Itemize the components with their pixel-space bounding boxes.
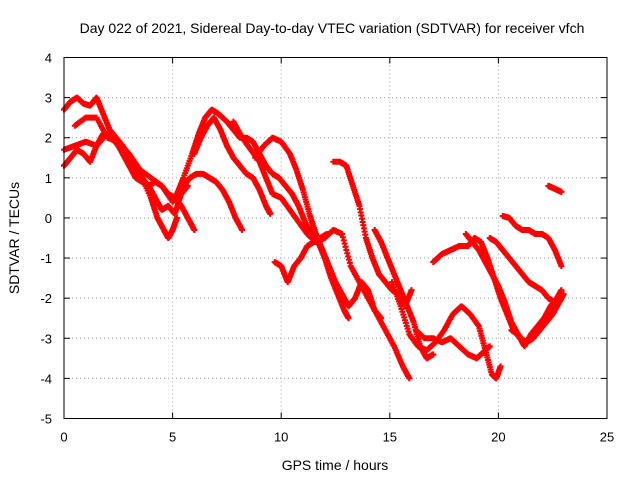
series-arc-18 bbox=[499, 212, 565, 270]
data-marks bbox=[61, 94, 567, 382]
series-arc-7 bbox=[191, 114, 274, 217]
y-axis-label: SDTVAR / TECUs bbox=[6, 182, 22, 294]
y-tick-label: -5 bbox=[40, 412, 52, 427]
series-arc-9 bbox=[252, 134, 385, 322]
series-arc-19 bbox=[508, 287, 565, 350]
data-point-markers bbox=[508, 287, 565, 350]
series-arc-4 bbox=[71, 114, 183, 205]
data-point-markers bbox=[191, 114, 274, 217]
x-tick-label: 20 bbox=[491, 430, 505, 445]
data-point-markers bbox=[499, 212, 565, 270]
x-tick-label: 15 bbox=[383, 430, 397, 445]
y-tick-label: -1 bbox=[40, 251, 52, 266]
data-point-markers bbox=[271, 230, 330, 286]
data-point-markers bbox=[545, 182, 565, 195]
series-arc-13 bbox=[388, 279, 504, 382]
y-tick-label: 1 bbox=[45, 171, 52, 186]
x-tick-label: 0 bbox=[60, 430, 67, 445]
y-tick-label: -4 bbox=[40, 371, 52, 386]
x-tick-label: 25 bbox=[600, 430, 614, 445]
axis-ticks: 0 5 10 15 20 25 -5 -4 -3 -2 -1 0 1 2 3 4 bbox=[40, 51, 614, 445]
x-axis-label: GPS time / hours bbox=[282, 457, 389, 473]
grid bbox=[64, 57, 607, 419]
chart-title: Day 022 of 2021, Sidereal Day-to-day VTE… bbox=[80, 20, 585, 36]
data-point-markers bbox=[412, 327, 493, 362]
x-tick-label: 5 bbox=[169, 430, 176, 445]
data-point-markers bbox=[388, 279, 504, 382]
data-point-markers bbox=[180, 170, 246, 233]
y-tick-label: 2 bbox=[45, 131, 52, 146]
y-tick-label: 0 bbox=[45, 211, 52, 226]
y-tick-label: 4 bbox=[45, 51, 52, 66]
x-tick-label: 10 bbox=[274, 430, 288, 445]
y-tick-label: -2 bbox=[40, 291, 52, 306]
data-point-markers bbox=[252, 134, 385, 322]
plot-frame bbox=[63, 57, 608, 419]
series-arc-14 bbox=[412, 327, 493, 362]
y-tick-label: 3 bbox=[45, 91, 52, 106]
y-tick-label: -3 bbox=[40, 331, 52, 346]
series-arc-6 bbox=[180, 170, 246, 233]
series-arc-20 bbox=[545, 182, 565, 195]
data-point-markers bbox=[71, 114, 183, 205]
series-arc-10 bbox=[271, 230, 330, 286]
